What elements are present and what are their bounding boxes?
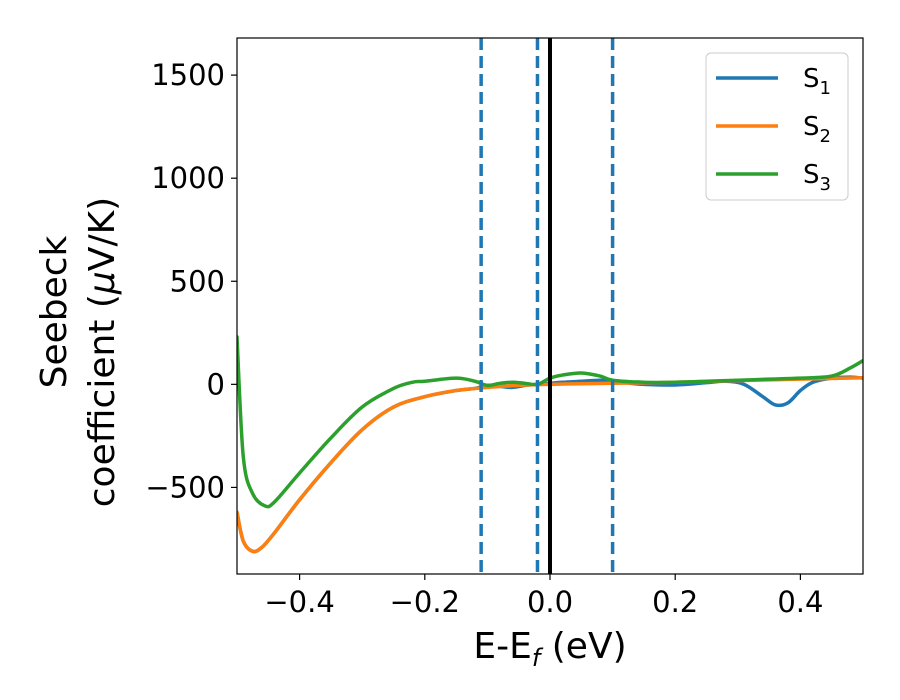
- y-tick-label: 500: [170, 264, 225, 298]
- x-tick-label: 0.2: [652, 585, 698, 619]
- legend-entries: S1 S2 S3: [716, 64, 831, 195]
- x-tick-label: 0.0: [527, 585, 573, 619]
- x-axis-label-main: E-E: [473, 626, 531, 667]
- x-tick-label: −0.2: [390, 585, 460, 619]
- y-tick-label: 0: [207, 367, 225, 401]
- series-line-s3: [237, 335, 863, 509]
- y-tick-label: 1000: [151, 161, 225, 195]
- y-axis-label-mu: μ: [82, 271, 123, 295]
- legend: S1 S2 S3: [705, 52, 849, 201]
- ticks-layer: −0.4 −0.2 0.0 0.2 0.4 −500 0 500 1000 1500: [145, 58, 823, 619]
- y-axis-label-line2: coefficient (μV/K): [82, 197, 123, 507]
- reference-lines-layer: [479, 38, 615, 574]
- y-axis-label-coefficient: coefficient (: [82, 294, 123, 507]
- x-axis-label: E-Ef (eV): [473, 626, 626, 672]
- x-tick-label: 0.4: [777, 585, 823, 619]
- y-axis-label-line1: Seebeck: [34, 235, 75, 388]
- y-axis-label-unit: V/K): [82, 197, 123, 271]
- x-axis-label-unit: (eV): [540, 626, 626, 667]
- y-tick-label: −500: [145, 470, 225, 504]
- legend-label-s1: S1: [803, 64, 831, 99]
- series-lines-layer: [237, 335, 863, 554]
- legend-label-s3: S3: [803, 160, 831, 195]
- x-tick-label: −0.4: [264, 585, 334, 619]
- legend-label-s2: S2: [803, 112, 831, 147]
- y-tick-label: 1500: [151, 58, 225, 92]
